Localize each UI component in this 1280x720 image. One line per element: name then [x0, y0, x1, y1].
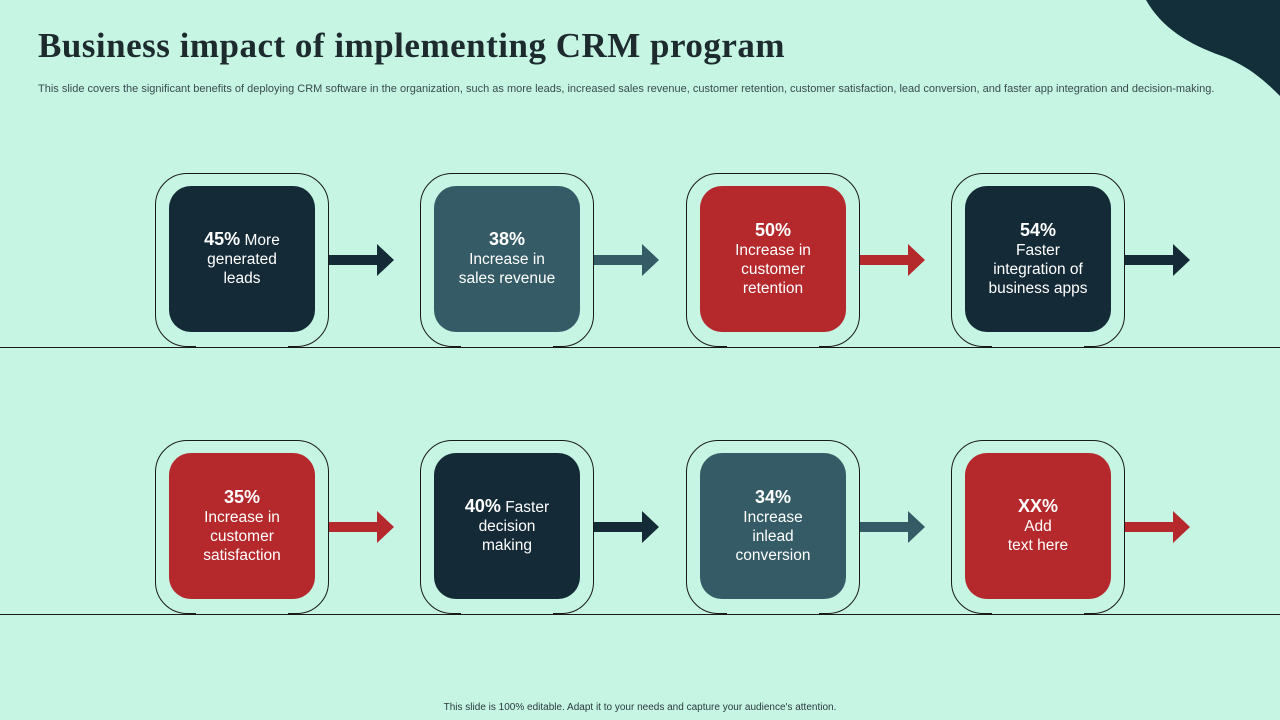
card-content: 45% More generated leads — [204, 230, 280, 288]
card-text-line: Increase — [743, 508, 803, 526]
card-content: XX% Add text here — [1008, 497, 1068, 555]
row-2-baseline — [0, 614, 1280, 615]
impact-card: 54% Faster integration of business apps — [965, 186, 1111, 332]
card-text-line: retention — [742, 279, 804, 297]
row-1-baseline — [0, 347, 1280, 348]
arrow-right-icon — [329, 244, 394, 276]
card-content: 38% Increase in sales revenue — [459, 230, 556, 288]
card-content: 50% Increase in customer retention — [735, 219, 811, 298]
card-text-line: customer — [741, 260, 805, 278]
card-text-line: Increase in — [735, 241, 811, 259]
arrow-right-icon — [1125, 244, 1190, 276]
card-text-line: decision — [478, 518, 536, 535]
card-text-line: sales revenue — [458, 270, 556, 287]
card-text-line: satisfaction — [203, 546, 281, 564]
card-content: 35% Increase in customer satisfaction — [203, 486, 281, 565]
card-text-line: leads — [223, 270, 261, 287]
impact-card: 34% Increase inlead conversion — [700, 453, 846, 599]
card-text-line: Increase in — [469, 251, 545, 268]
card-text-line: More — [244, 232, 280, 249]
arrow-right-icon — [594, 511, 659, 543]
card-percentage: 35% — [223, 486, 260, 507]
card-text-line: inlead — [752, 527, 794, 545]
impact-card: 50% Increase in customer retention — [700, 186, 846, 332]
arrow-right-icon — [1125, 511, 1190, 543]
card-percentage: 50% — [754, 219, 791, 240]
card-percentage: 38% — [488, 229, 525, 249]
card-percentage: 40% — [464, 496, 501, 516]
card-text-line: Add — [1024, 518, 1052, 535]
slide-title: Business impact of implementing CRM prog… — [38, 26, 786, 65]
card-text-line: business apps — [988, 279, 1088, 297]
impact-card: 35% Increase in customer satisfaction — [169, 453, 315, 599]
arrow-right-icon — [860, 244, 925, 276]
impact-card: 40% Faster decision making — [434, 453, 580, 599]
card-text-line: making — [482, 537, 532, 554]
card-text-line: customer — [210, 527, 274, 545]
card-text-line: integration of — [993, 260, 1083, 278]
impact-card: 38% Increase in sales revenue — [434, 186, 580, 332]
card-percentage: XX% — [1017, 496, 1059, 516]
arrow-right-icon — [860, 511, 925, 543]
slide-subtitle: This slide covers the significant benefi… — [38, 83, 1215, 95]
card-text-line: text here — [1007, 537, 1069, 554]
slide-footer: This slide is 100% editable. Adapt it to… — [443, 702, 837, 713]
card-text-line: conversion — [735, 546, 811, 564]
impact-card: XX% Add text here — [965, 453, 1111, 599]
arrow-right-icon — [329, 511, 394, 543]
card-percentage: 34% — [754, 486, 792, 507]
corner-decoration — [1146, 0, 1280, 96]
card-content: 34% Increase inlead conversion — [735, 486, 811, 565]
card-content: 54% Faster integration of business apps — [988, 219, 1088, 298]
card-content: 40% Faster decision making — [465, 497, 549, 555]
card-text-line: Faster — [1016, 241, 1060, 259]
card-percentage: 45% — [204, 229, 241, 249]
arrow-right-icon — [594, 244, 659, 276]
card-percentage: 54% — [1019, 219, 1057, 240]
card-text-line: Increase in — [204, 508, 280, 526]
card-text-line: generated — [207, 251, 277, 268]
impact-card: 45% More generated leads — [169, 186, 315, 332]
card-text-line: Faster — [505, 499, 550, 516]
